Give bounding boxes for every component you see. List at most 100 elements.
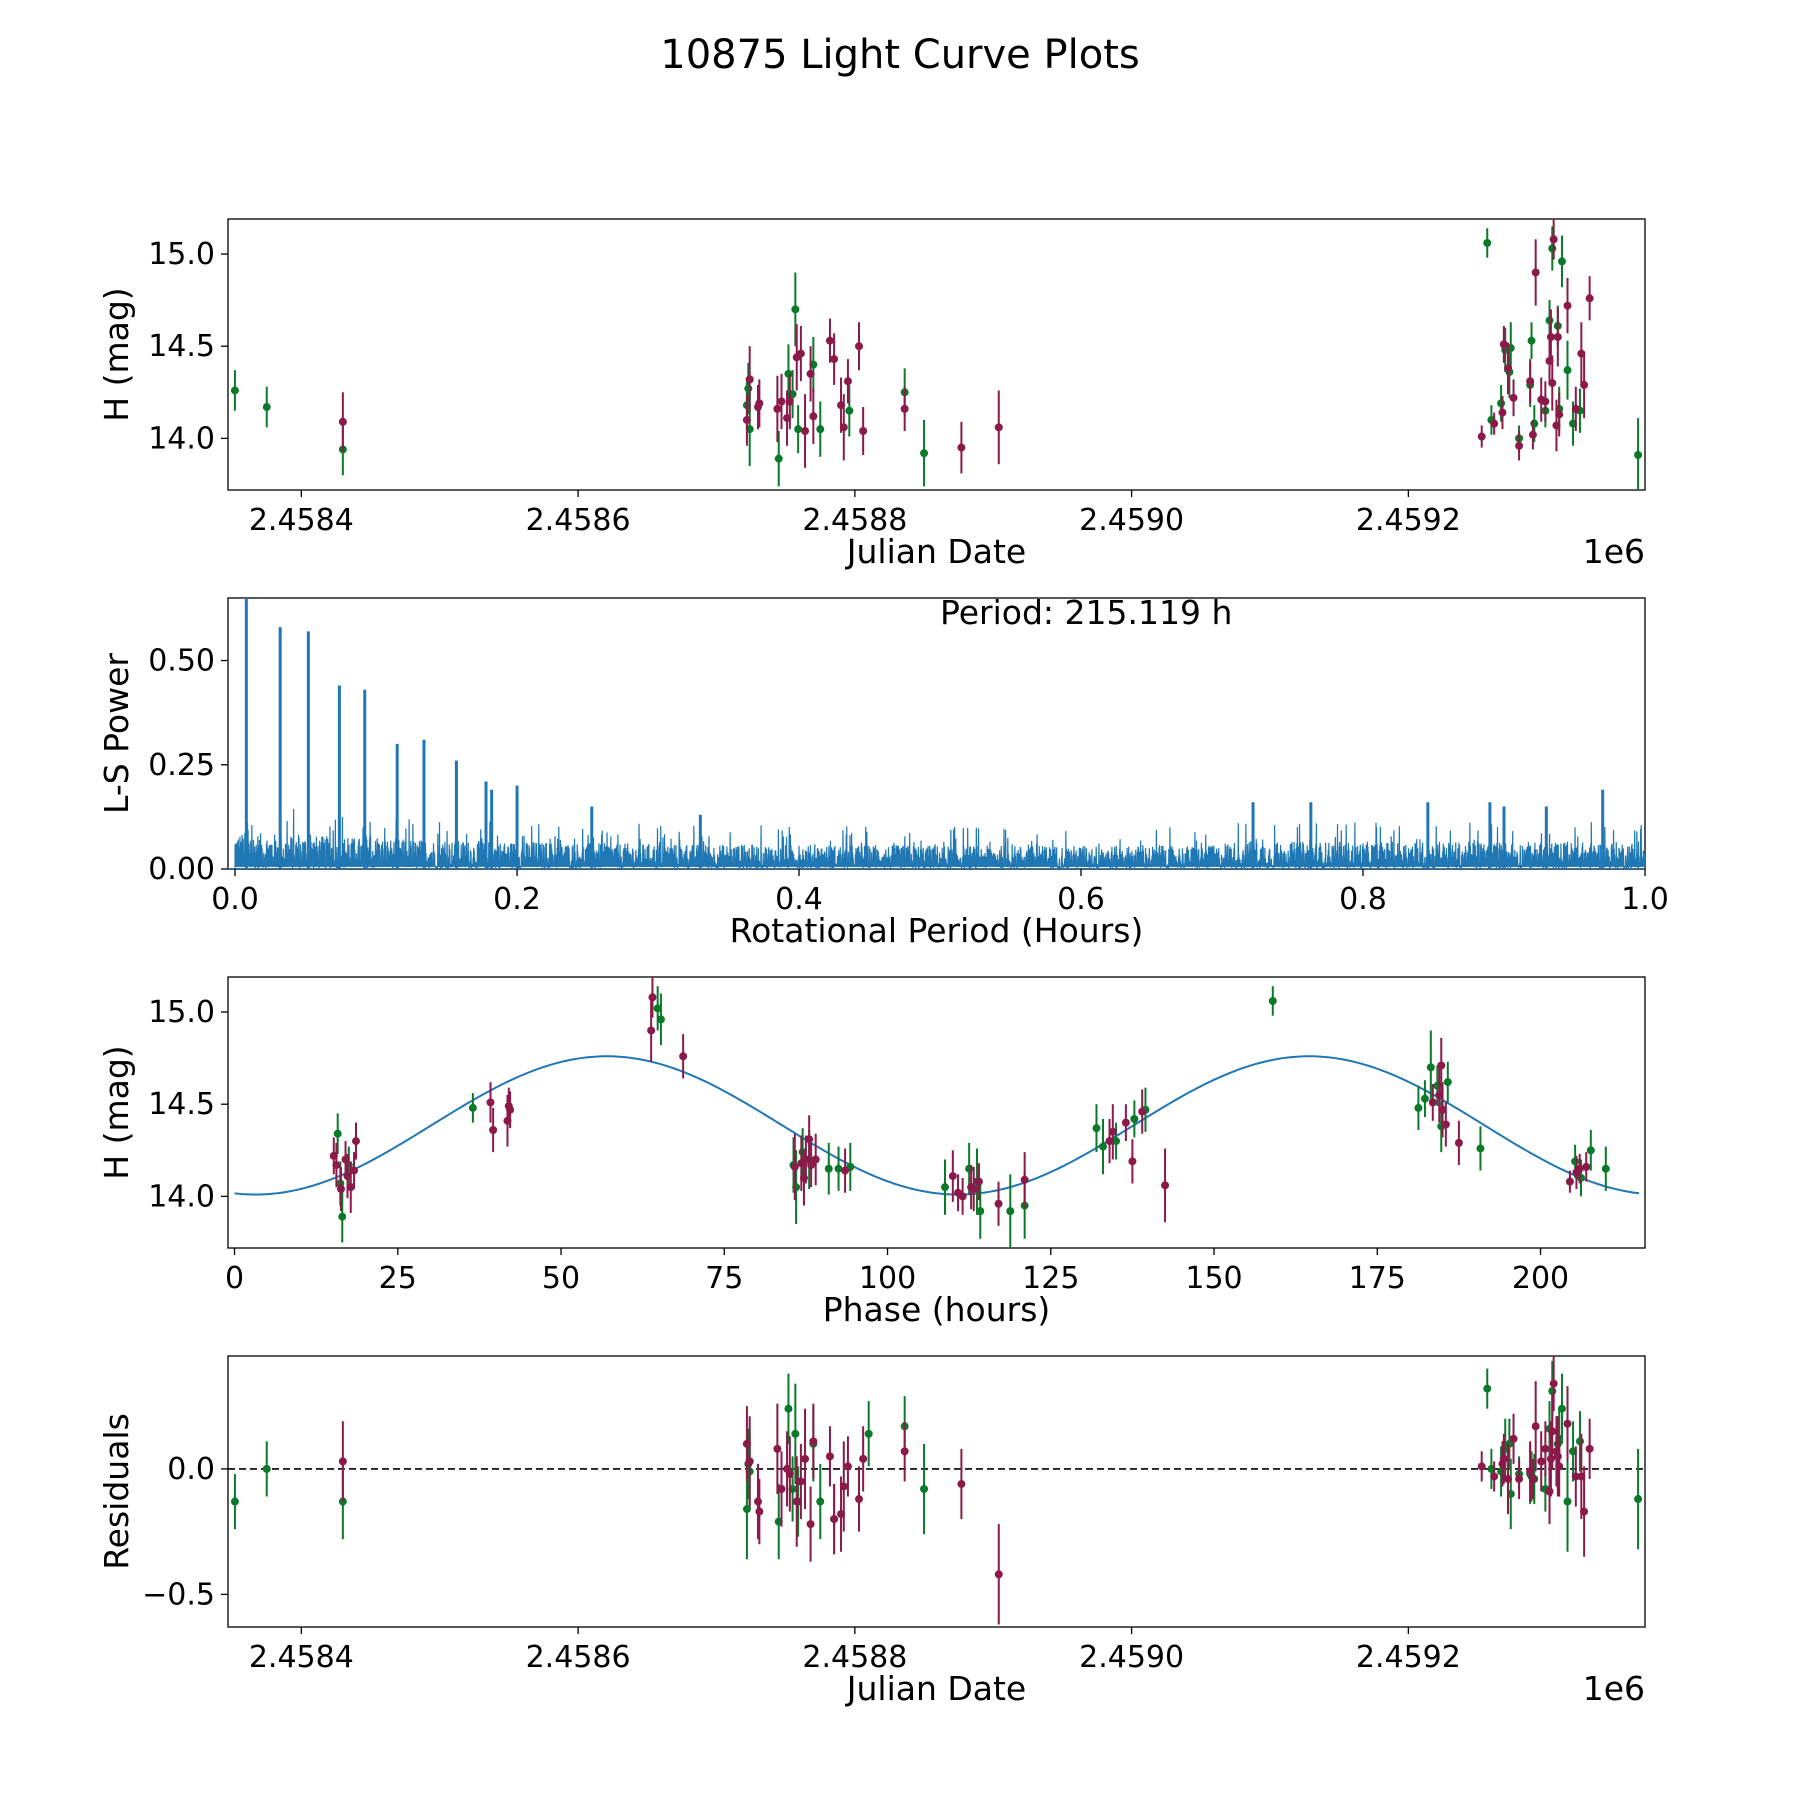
x-offset-label: 1e6 bbox=[1583, 532, 1645, 571]
data-point bbox=[1546, 1454, 1555, 1463]
data-point bbox=[755, 1507, 764, 1516]
data-point bbox=[974, 1177, 983, 1186]
x-tick-label: 0.0 bbox=[211, 882, 259, 917]
data-point bbox=[1531, 268, 1540, 277]
data-point bbox=[1531, 1422, 1540, 1431]
data-point bbox=[794, 425, 803, 434]
data-point bbox=[1499, 340, 1508, 349]
x-tick-label: 75 bbox=[705, 1261, 743, 1296]
x-tick-label: 0.8 bbox=[1339, 882, 1387, 917]
data-point bbox=[920, 449, 929, 458]
data-point bbox=[976, 1207, 985, 1216]
x-axis-label: Phase (hours) bbox=[823, 1290, 1051, 1329]
data-point bbox=[792, 1183, 801, 1192]
data-point bbox=[1420, 1094, 1429, 1103]
x-tick-label: 25 bbox=[379, 1261, 417, 1296]
data-point bbox=[489, 1126, 498, 1135]
data-point bbox=[1483, 1384, 1492, 1393]
plot-frame bbox=[227, 976, 1646, 1249]
data-point bbox=[1528, 430, 1537, 439]
data-point bbox=[1585, 294, 1594, 303]
power-series bbox=[228, 598, 1645, 869]
x-axis-label: Julian Date bbox=[845, 1669, 1027, 1708]
data-point bbox=[1515, 1474, 1524, 1483]
data-point bbox=[1509, 393, 1518, 402]
data-point bbox=[506, 1105, 515, 1114]
data-point bbox=[1477, 432, 1486, 441]
x-tick-label: 2.4586 bbox=[526, 503, 631, 538]
figure-title: 10875 Light Curve Plots bbox=[660, 32, 1139, 78]
y-axis-label: H (mag) bbox=[97, 287, 136, 421]
data-point bbox=[948, 1172, 957, 1181]
x-axis-label: Julian Date bbox=[845, 532, 1027, 571]
y-axis-label: Residuals bbox=[97, 1413, 136, 1570]
data-point bbox=[1545, 1487, 1554, 1496]
data-point bbox=[1563, 1419, 1572, 1428]
data-point bbox=[648, 993, 657, 1002]
data-point bbox=[1490, 419, 1499, 428]
data-point bbox=[811, 1155, 820, 1164]
data-point bbox=[1582, 1162, 1591, 1171]
x-tick-label: 1.0 bbox=[1621, 882, 1669, 917]
data-point bbox=[801, 427, 810, 436]
data-point bbox=[1530, 419, 1539, 428]
data-point bbox=[784, 1404, 793, 1413]
data-point bbox=[350, 1166, 359, 1175]
data-point bbox=[1553, 1452, 1562, 1461]
data-point bbox=[1515, 441, 1524, 450]
data-point bbox=[1477, 1462, 1486, 1471]
data-point bbox=[343, 1172, 352, 1181]
data-point bbox=[656, 1015, 665, 1024]
data-point bbox=[845, 406, 854, 415]
x-tick-label: 2.4592 bbox=[1356, 1640, 1461, 1675]
x-tick-label: 0.6 bbox=[1057, 882, 1105, 917]
data-point bbox=[332, 1161, 341, 1170]
data-point bbox=[1268, 996, 1277, 1005]
data-points bbox=[230, 219, 1643, 490]
data-point bbox=[994, 423, 1003, 432]
x-tick-label: 2.4590 bbox=[1079, 503, 1184, 538]
y-tick-label: 15.0 bbox=[148, 237, 215, 272]
data-point bbox=[1580, 380, 1589, 389]
data-point bbox=[1557, 257, 1566, 266]
y-tick-label: 15.0 bbox=[148, 995, 215, 1030]
data-point bbox=[806, 369, 815, 378]
data-point bbox=[791, 305, 800, 314]
data-point bbox=[1108, 1127, 1117, 1136]
data-point bbox=[1454, 1138, 1463, 1147]
data-point bbox=[230, 386, 239, 395]
data-point bbox=[230, 1497, 239, 1506]
data-point bbox=[809, 412, 818, 421]
data-point bbox=[816, 1497, 825, 1506]
data-point bbox=[784, 369, 793, 378]
data-point bbox=[1563, 1497, 1572, 1506]
data-point bbox=[1504, 364, 1513, 373]
plot-panels: 2.4584 2.4586 2.4588 2.4590 2.4592 14.0 14.5 15… bbox=[97, 218, 1669, 1708]
data-point bbox=[1526, 377, 1535, 386]
data-point bbox=[790, 1162, 799, 1171]
plot-frame bbox=[227, 597, 1646, 870]
data-point bbox=[1441, 1120, 1450, 1129]
data-point bbox=[1575, 1437, 1584, 1446]
data-point bbox=[1601, 1164, 1610, 1173]
data-point bbox=[1541, 397, 1550, 406]
data-point bbox=[1443, 1078, 1452, 1087]
data-point bbox=[333, 1129, 342, 1138]
data-point bbox=[969, 1185, 978, 1194]
data-point bbox=[816, 425, 825, 434]
x-tick-label: 2.4592 bbox=[1356, 503, 1461, 538]
data-point bbox=[796, 349, 805, 358]
data-point bbox=[864, 1429, 873, 1438]
data-point bbox=[1546, 332, 1555, 341]
x-tick-label: 0 bbox=[225, 1261, 244, 1296]
data-point bbox=[1476, 1144, 1485, 1153]
data-point bbox=[1549, 235, 1558, 244]
power-noise bbox=[234, 808, 1645, 869]
data-point bbox=[1575, 1164, 1584, 1173]
data-point bbox=[1571, 404, 1580, 413]
data-point bbox=[801, 1454, 810, 1463]
x-tick-label: 2.4586 bbox=[526, 1640, 631, 1675]
data-point bbox=[859, 427, 868, 436]
data-point bbox=[1130, 1114, 1139, 1123]
y-tick-label: 14.0 bbox=[148, 421, 215, 456]
